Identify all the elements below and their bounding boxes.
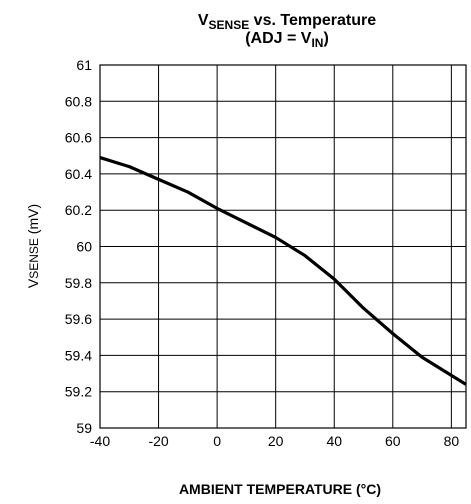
y-tick-label: 60.6 <box>65 130 92 146</box>
y-tick-labels: 59 59.2 59.4 59.6 59.8 60 60.2 60.4 60.6 60.8 61 <box>65 57 92 436</box>
y-tick-label: 61 <box>76 57 92 73</box>
y-axis-label-v: V <box>25 278 41 288</box>
y-tick-label: 60.8 <box>65 93 92 109</box>
chart-title-v: V <box>198 12 209 29</box>
grid <box>99 64 466 429</box>
y-tick-label: 60.4 <box>65 166 92 182</box>
x-tick-label: 80 <box>444 433 460 449</box>
x-tick-labels: -40 -20 0 20 40 60 80 <box>90 433 459 449</box>
y-tick-label: 60.2 <box>65 202 92 218</box>
y-tick-label: 59 <box>76 420 92 436</box>
y-tick-label: 59.4 <box>65 347 92 363</box>
y-axis-label-unit: (mV) <box>25 204 41 238</box>
y-axis-label-sense: SENSE <box>27 238 41 279</box>
chart-title-line-2: (ADJ = VIN) <box>245 30 329 50</box>
x-tick-label: -40 <box>90 433 110 449</box>
plot-frame <box>99 64 467 429</box>
x-tick-label: 0 <box>213 433 221 449</box>
series-group <box>99 156 467 386</box>
chart-title-in-subscript: IN <box>311 36 323 50</box>
y-axis-label: VSENSE (mV) <box>25 204 41 288</box>
x-tick-label: 20 <box>268 433 284 449</box>
x-tick-label: -20 <box>148 433 168 449</box>
chart-title-sense-subscript: SENSE <box>209 18 250 32</box>
y-tick-label: 60 <box>76 239 92 255</box>
chart-title-rest: vs. Temperature <box>249 12 376 29</box>
chart-title-adj-prefix: (ADJ = V <box>245 30 312 47</box>
x-tick-label: 40 <box>326 433 342 449</box>
series-line <box>99 156 467 386</box>
x-tick-label: 60 <box>385 433 401 449</box>
y-tick-label: 59.8 <box>65 275 92 291</box>
y-tick-label: 59.6 <box>65 311 92 327</box>
y-tick-label: 59.2 <box>65 384 92 400</box>
chart-title-adj-suffix: ) <box>323 30 328 47</box>
x-axis-label: AMBIENT TEMPERATURE (°C) <box>179 481 381 497</box>
chart-title-line-1: VSENSE vs. Temperature <box>198 12 376 32</box>
